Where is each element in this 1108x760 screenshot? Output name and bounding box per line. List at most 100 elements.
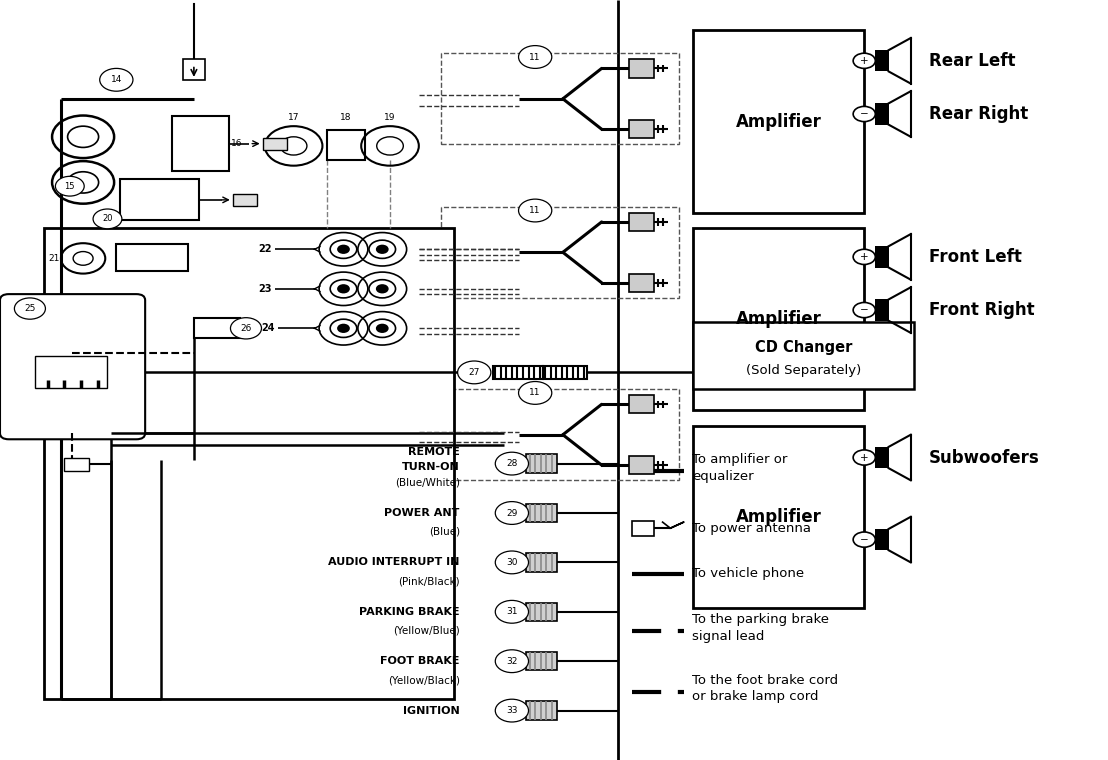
- Text: AUDIO INTERRUPT IN: AUDIO INTERRUPT IN: [328, 557, 460, 568]
- Text: 15: 15: [64, 182, 75, 191]
- Bar: [64, 458, 89, 471]
- Text: 25: 25: [24, 304, 35, 313]
- Text: To power antenna: To power antenna: [692, 521, 811, 535]
- Circle shape: [853, 53, 875, 68]
- Text: Ai-NET: Ai-NET: [51, 318, 93, 329]
- Bar: [526, 553, 557, 572]
- Bar: [629, 456, 654, 474]
- Bar: [327, 130, 365, 160]
- Bar: [441, 207, 679, 298]
- Text: −: −: [860, 109, 869, 119]
- Bar: [629, 59, 654, 78]
- Text: 21: 21: [49, 254, 60, 263]
- Text: 29: 29: [506, 508, 517, 518]
- Text: Subwoofers: Subwoofers: [929, 448, 1039, 467]
- Text: equalizer: equalizer: [692, 470, 755, 483]
- Circle shape: [495, 650, 529, 673]
- Bar: [526, 701, 557, 720]
- Circle shape: [519, 382, 552, 404]
- Bar: [875, 447, 889, 468]
- Text: 20: 20: [102, 214, 113, 223]
- Bar: [308, 230, 419, 347]
- Bar: [526, 504, 557, 522]
- Text: 17: 17: [288, 112, 299, 122]
- Text: TURN-ON: TURN-ON: [402, 462, 460, 473]
- Circle shape: [519, 199, 552, 222]
- Circle shape: [458, 361, 491, 384]
- Circle shape: [495, 452, 529, 475]
- Text: Amplifier: Amplifier: [736, 508, 821, 526]
- Bar: [526, 454, 557, 473]
- Text: 11: 11: [530, 388, 541, 397]
- Bar: [629, 120, 654, 138]
- Circle shape: [338, 325, 349, 332]
- Text: To vehicle phone: To vehicle phone: [692, 567, 804, 581]
- Text: 14: 14: [111, 75, 122, 84]
- Bar: [233, 194, 257, 206]
- Bar: [632, 521, 654, 536]
- Circle shape: [853, 106, 875, 122]
- Circle shape: [853, 450, 875, 465]
- Bar: [629, 395, 654, 413]
- Circle shape: [230, 318, 261, 339]
- Circle shape: [495, 699, 529, 722]
- Text: To the parking brake: To the parking brake: [692, 613, 830, 626]
- Bar: [543, 366, 587, 379]
- Text: (Blue/White): (Blue/White): [394, 477, 460, 488]
- Bar: [441, 53, 679, 144]
- Text: EQ/DIV: EQ/DIV: [19, 402, 49, 411]
- Text: (Pink/Black): (Pink/Black): [398, 576, 460, 587]
- Text: 11: 11: [530, 52, 541, 62]
- Bar: [692, 322, 914, 389]
- Text: 23: 23: [258, 283, 271, 294]
- Text: +: +: [860, 55, 869, 66]
- Text: 16: 16: [230, 139, 242, 148]
- Circle shape: [853, 249, 875, 264]
- Text: 22: 22: [258, 244, 271, 255]
- Bar: [194, 318, 240, 338]
- Bar: [526, 603, 557, 621]
- Text: Amplifier: Amplifier: [736, 310, 821, 328]
- Text: 24: 24: [261, 323, 275, 334]
- Text: 11: 11: [530, 206, 541, 215]
- Bar: [183, 59, 205, 80]
- FancyBboxPatch shape: [0, 294, 145, 439]
- Bar: [629, 213, 654, 231]
- Text: (Blue): (Blue): [429, 527, 460, 537]
- Text: or brake lamp cord: or brake lamp cord: [692, 690, 819, 704]
- Text: POWER ANT: POWER ANT: [384, 508, 460, 518]
- Bar: [120, 179, 199, 220]
- Bar: [35, 356, 107, 388]
- Bar: [526, 652, 557, 670]
- Circle shape: [55, 176, 84, 196]
- Bar: [493, 366, 543, 379]
- Circle shape: [100, 68, 133, 91]
- Text: 31: 31: [506, 607, 517, 616]
- Text: −: −: [860, 305, 869, 315]
- Circle shape: [377, 245, 388, 253]
- Bar: [116, 244, 188, 271]
- Text: 19: 19: [384, 112, 396, 122]
- Circle shape: [853, 302, 875, 318]
- Bar: [875, 299, 889, 321]
- Text: *: *: [98, 301, 105, 316]
- Text: To the foot brake cord: To the foot brake cord: [692, 673, 839, 687]
- Bar: [692, 228, 864, 410]
- Text: Front Right: Front Right: [929, 301, 1034, 319]
- Text: FOOT BRAKE: FOOT BRAKE: [380, 656, 460, 667]
- Text: NORM: NORM: [89, 402, 115, 411]
- Circle shape: [377, 285, 388, 293]
- Circle shape: [495, 600, 529, 623]
- Circle shape: [338, 285, 349, 293]
- Text: signal lead: signal lead: [692, 629, 765, 643]
- Bar: [44, 228, 454, 699]
- Circle shape: [495, 502, 529, 524]
- Text: (Sold Separately): (Sold Separately): [746, 364, 861, 377]
- Bar: [875, 50, 889, 71]
- Bar: [172, 116, 229, 171]
- Bar: [629, 274, 654, 292]
- Text: Amplifier: Amplifier: [736, 112, 821, 131]
- Text: IGNITION: IGNITION: [403, 705, 460, 716]
- Text: 18: 18: [340, 112, 351, 122]
- Text: +: +: [860, 252, 869, 262]
